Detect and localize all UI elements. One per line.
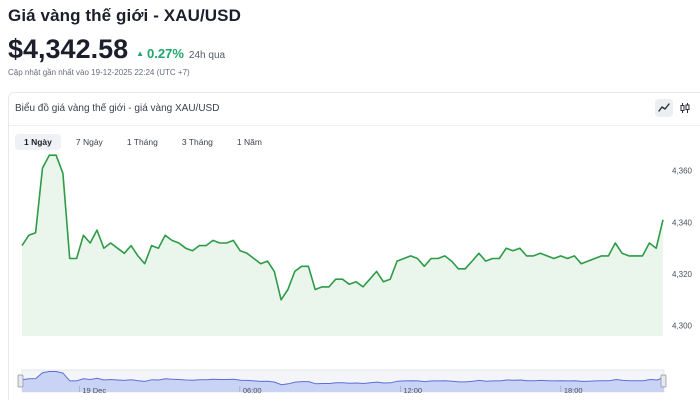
heading-divider xyxy=(9,125,700,126)
y-tick-label: 4,300 xyxy=(672,322,693,331)
navigator-right-handle[interactable] xyxy=(660,374,667,388)
price-area xyxy=(22,155,663,336)
price-change: ▲ 0.27% xyxy=(136,46,184,61)
y-axis: 4,300 4,320 4,340 4,360 xyxy=(672,167,693,331)
y-tick-label: 4,340 xyxy=(672,218,693,227)
tab-7-days[interactable]: 7 Ngày xyxy=(75,137,103,147)
current-price: $4,342.58 xyxy=(8,34,129,64)
price-summary: $4,342.58 ▲ 0.27% 24h qua xyxy=(8,34,225,65)
line-mode-button[interactable] xyxy=(655,99,673,117)
chart-card: Biểu đồ giá vàng thế giới - giá vàng XAU… xyxy=(8,92,700,400)
candlestick-icon xyxy=(680,103,690,113)
chart-heading: Biểu đồ giá vàng thế giới - giá vàng XAU… xyxy=(15,103,220,114)
line-chart-icon xyxy=(658,103,670,112)
price-chart: 4,300 4,320 4,340 4,360 xyxy=(21,154,693,336)
caret-up-icon: ▲ xyxy=(136,49,145,58)
navigator-time-axis: 19 Dec 06:00 12:00 18:00 xyxy=(79,386,583,395)
page-title: Giá vàng thế giới - XAU/USD xyxy=(8,6,241,25)
tab-1-month[interactable]: 1 Tháng xyxy=(126,137,158,147)
change-period: 24h qua xyxy=(188,50,226,61)
chart-mode-toggle xyxy=(655,99,694,117)
navigator-left-handle[interactable] xyxy=(17,374,24,388)
candlestick-mode-button[interactable] xyxy=(676,99,694,117)
y-tick-label: 4,360 xyxy=(672,167,693,176)
navigator-area xyxy=(22,371,664,392)
tab-1-year[interactable]: 1 Năm xyxy=(236,137,262,147)
tab-3-months[interactable]: 3 Tháng xyxy=(181,137,213,147)
range-tabs: 1 Ngày 7 Ngày 1 Tháng 3 Tháng 1 Năm xyxy=(15,134,271,150)
navigator-time-label: 06:00 xyxy=(243,386,262,395)
tab-1-day[interactable]: 1 Ngày xyxy=(15,134,61,150)
navigator-time-label: 12:00 xyxy=(403,386,422,395)
navigator-time-label: 19 Dec xyxy=(82,386,106,395)
price-change-percent: 0.27% xyxy=(147,46,184,61)
navigator-line xyxy=(21,371,665,386)
navigator-time-label: 18:00 xyxy=(564,386,583,395)
last-updated: Cập nhật gần nhất vào 19-12-2025 22:24 (… xyxy=(8,68,190,77)
y-tick-label: 4,320 xyxy=(672,270,693,279)
price-line xyxy=(21,154,664,301)
